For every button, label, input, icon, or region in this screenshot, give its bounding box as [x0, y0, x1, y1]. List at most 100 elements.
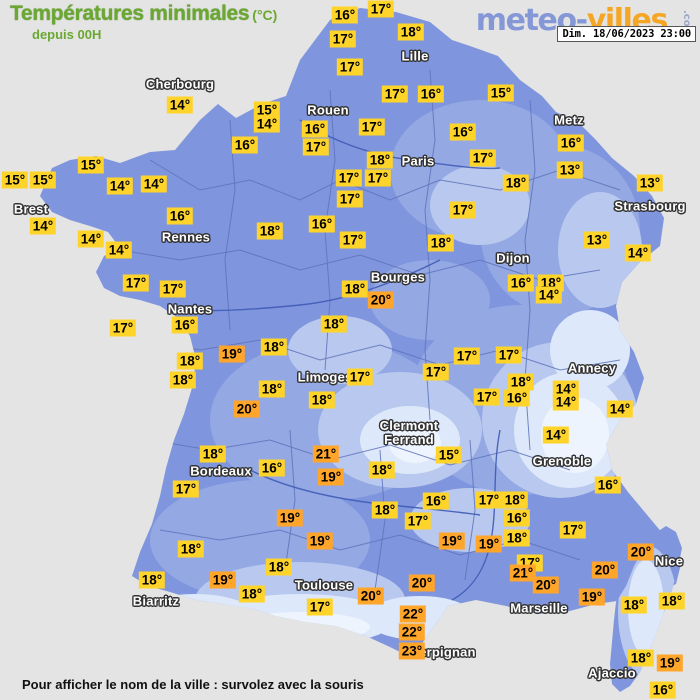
temperature-chip[interactable]: 14° [542, 426, 570, 444]
temperature-chip[interactable]: 19° [317, 468, 345, 486]
temperature-chip[interactable]: 18° [341, 280, 369, 298]
temperature-chip[interactable]: 14° [105, 241, 133, 259]
temperature-chip[interactable]: 18° [308, 391, 336, 409]
temperature-chip[interactable]: 18° [366, 151, 394, 169]
city-label[interactable]: Paris [401, 153, 435, 169]
city-label[interactable]: Toulouse [294, 577, 354, 593]
temperature-chip[interactable]: 18° [138, 571, 166, 589]
temperature-chip[interactable]: 14° [253, 115, 281, 133]
temperature-chip[interactable]: 20° [233, 400, 261, 418]
temperature-chip[interactable]: 17° [122, 274, 150, 292]
temperature-chip[interactable]: 16° [171, 316, 199, 334]
temperature-chip[interactable]: 16° [231, 136, 259, 154]
temperature-chip[interactable]: 17° [172, 480, 200, 498]
temperature-chip[interactable]: 17° [364, 169, 392, 187]
temperature-chip[interactable]: 14° [140, 175, 168, 193]
temperature-chip[interactable]: 13° [636, 174, 664, 192]
temperature-chip[interactable]: 17° [335, 169, 363, 187]
temperature-chip[interactable]: 14° [606, 400, 634, 418]
temperature-chip[interactable]: 16° [449, 123, 477, 141]
temperature-chip[interactable]: 15° [77, 156, 105, 174]
temperature-chip[interactable]: 23° [398, 642, 426, 660]
city-label[interactable]: Bordeaux [190, 463, 252, 479]
temperature-chip[interactable]: 16° [503, 389, 531, 407]
temperature-chip[interactable]: 17° [306, 598, 334, 616]
temperature-chip[interactable]: 22° [399, 605, 427, 623]
temperature-chip[interactable]: 18° [502, 174, 530, 192]
temperature-chip[interactable]: 20° [627, 543, 655, 561]
temperature-chip[interactable]: 13° [556, 161, 584, 179]
temperature-chip[interactable]: 17° [473, 388, 501, 406]
temperature-chip[interactable]: 18° [265, 558, 293, 576]
temperature-chip[interactable]: 18° [258, 380, 286, 398]
temperature-chip[interactable]: 16° [503, 509, 531, 527]
city-label[interactable]: Metz [554, 112, 584, 128]
temperature-chip[interactable]: 16° [301, 120, 329, 138]
temperature-chip[interactable]: 17° [475, 491, 503, 509]
temperature-chip[interactable]: 18° [620, 596, 648, 614]
temperature-chip[interactable]: 18° [169, 371, 197, 389]
temperature-chip[interactable]: 17° [404, 512, 432, 530]
temperature-chip[interactable]: 17° [109, 319, 137, 337]
temperature-chip[interactable]: 18° [658, 592, 686, 610]
city-label[interactable]: Ajaccio [588, 665, 636, 681]
temperature-chip[interactable]: 15° [29, 171, 57, 189]
temperature-chip[interactable]: 16° [166, 207, 194, 225]
city-label[interactable]: Rouen [307, 102, 349, 118]
temperature-chip[interactable]: 18° [256, 222, 284, 240]
temperature-chip[interactable]: 20° [367, 291, 395, 309]
temperature-chip[interactable]: 17° [358, 118, 386, 136]
temperature-chip[interactable]: 17° [329, 30, 357, 48]
city-label[interactable]: Biarritz [132, 593, 180, 609]
temperature-chip[interactable]: 17° [495, 346, 523, 364]
city-label[interactable]: Annecy [567, 360, 617, 376]
temperature-chip[interactable]: 18° [320, 315, 348, 333]
temperature-chip[interactable]: 14° [106, 177, 134, 195]
city-label[interactable]: Lille [401, 48, 429, 64]
temperature-chip[interactable]: 16° [649, 681, 677, 699]
temperature-chip[interactable]: 17° [302, 138, 330, 156]
temperature-chip[interactable]: 16° [422, 492, 450, 510]
temperature-chip[interactable]: 21° [509, 564, 537, 582]
temperature-chip[interactable]: 14° [77, 230, 105, 248]
temperature-chip[interactable]: 22° [398, 623, 426, 641]
temperature-chip[interactable]: 17° [422, 363, 450, 381]
temperature-chip[interactable]: 18° [371, 501, 399, 519]
temperature-chip[interactable]: 19° [218, 345, 246, 363]
temperature-chip[interactable]: 17° [469, 149, 497, 167]
temperature-chip[interactable]: 16° [308, 215, 336, 233]
temperature-chip[interactable]: 18° [260, 338, 288, 356]
temperature-chip[interactable]: 17° [339, 231, 367, 249]
temperature-chip[interactable]: 19° [209, 571, 237, 589]
city-label[interactable]: Perpignan [410, 644, 476, 660]
temperature-chip[interactable]: 15° [1, 171, 29, 189]
temperature-chip[interactable]: 15° [253, 101, 281, 119]
temperature-chip[interactable]: 14° [552, 380, 580, 398]
temperature-chip[interactable]: 19° [276, 509, 304, 527]
temperature-chip[interactable]: 17° [336, 190, 364, 208]
temperature-chip[interactable]: 18° [501, 491, 529, 509]
temperature-chip[interactable]: 16° [417, 85, 445, 103]
temperature-chip[interactable]: 16° [331, 6, 359, 24]
city-label[interactable]: Grenoble [532, 453, 592, 469]
city-label[interactable]: Marseille [510, 600, 568, 616]
temperature-chip[interactable]: 19° [656, 654, 684, 672]
temperature-chip[interactable]: 14° [29, 217, 57, 235]
city-label[interactable]: Clermont Ferrand [379, 418, 439, 447]
temperature-chip[interactable]: 17° [381, 85, 409, 103]
temperature-chip[interactable]: 13° [583, 231, 611, 249]
temperature-chip[interactable]: 17° [159, 280, 187, 298]
city-label[interactable]: Bourges [370, 269, 426, 285]
temperature-chip[interactable]: 18° [507, 373, 535, 391]
temperature-chip[interactable]: 14° [552, 393, 580, 411]
temperature-chip[interactable]: 17° [346, 368, 374, 386]
temperature-chip[interactable]: 17° [453, 347, 481, 365]
temperature-chip[interactable]: 14° [624, 244, 652, 262]
temperature-chip[interactable]: 15° [487, 84, 515, 102]
site-logo[interactable]: meteo-villes .com [476, 3, 694, 38]
temperature-chip[interactable]: 18° [199, 445, 227, 463]
temperature-chip[interactable]: 16° [507, 274, 535, 292]
temperature-chip[interactable]: 18° [397, 23, 425, 41]
temperature-chip[interactable]: 20° [591, 561, 619, 579]
